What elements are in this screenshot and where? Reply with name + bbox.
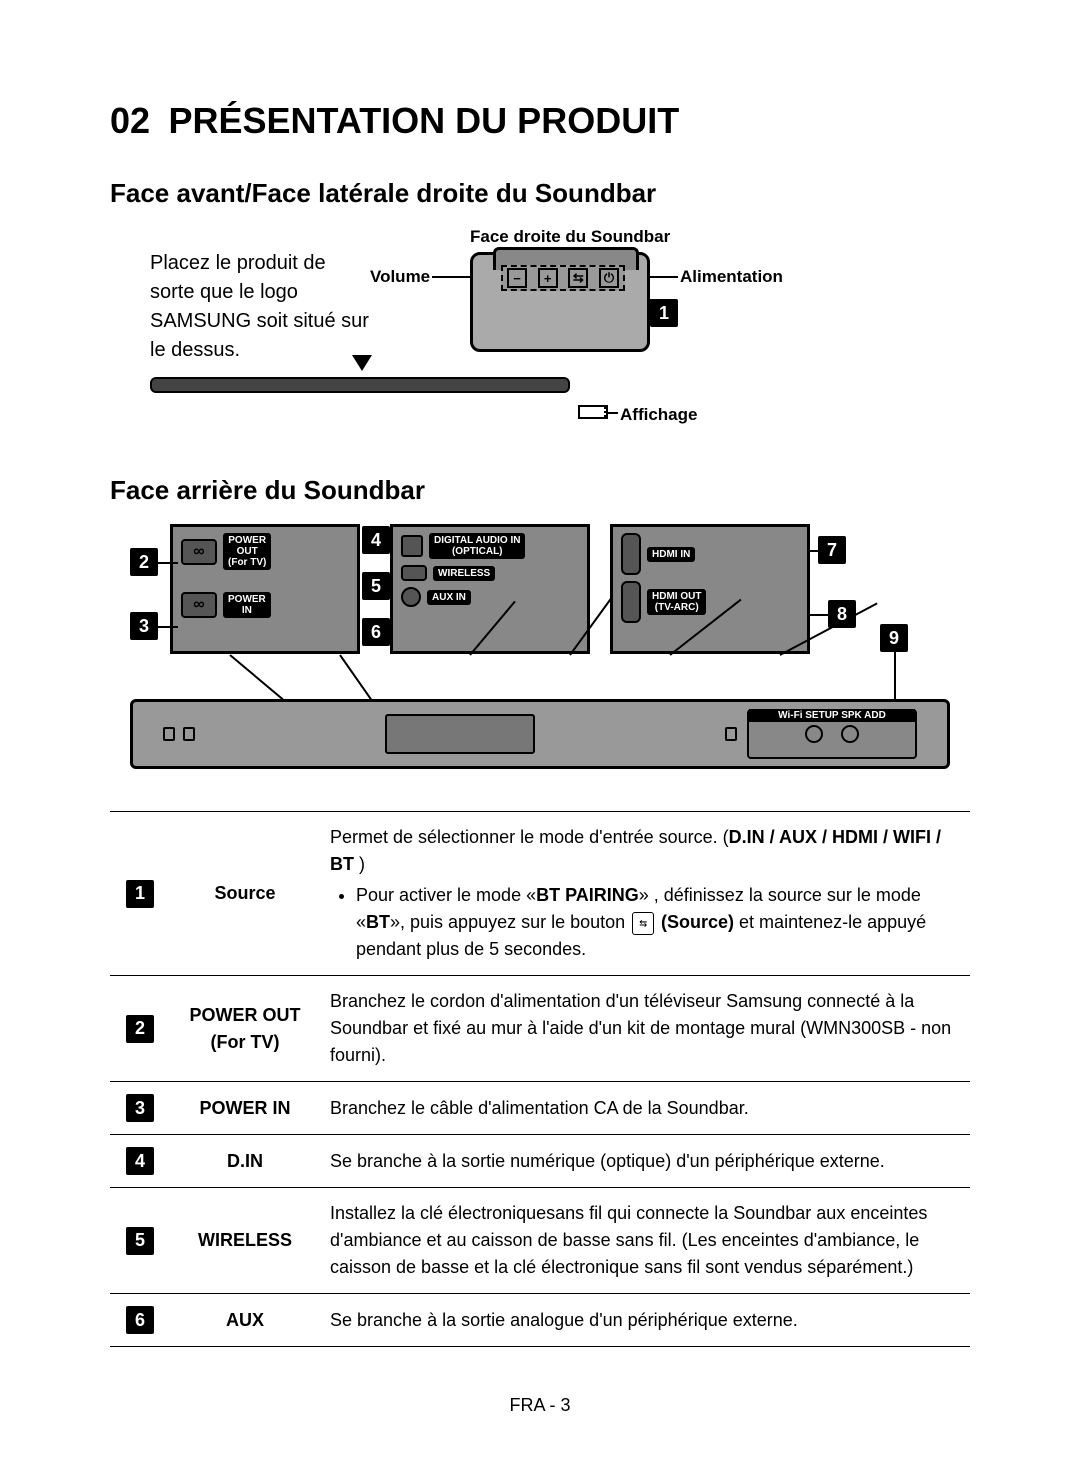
hdmi-in-port-icon — [621, 533, 641, 575]
num-badge-1: 1 — [650, 299, 678, 327]
table-row: 1 Source Permet de sélectionner le mode … — [110, 812, 970, 976]
row-label-wireless: WIRELESS — [170, 1188, 320, 1294]
leader-line — [608, 412, 618, 414]
row-desc-wireless: Installez la clé électroniquesans fil qu… — [320, 1188, 970, 1294]
row-label-powerin: POWER IN — [170, 1082, 320, 1135]
row-num-3: 3 — [126, 1094, 154, 1122]
front-top-label: Face droite du Soundbar — [470, 227, 670, 247]
display-indicator-icon — [578, 405, 608, 419]
power-icon: ⏻ — [599, 268, 619, 288]
leader-line — [158, 626, 178, 628]
zoom-line — [339, 654, 375, 704]
callout-4: 4 — [362, 526, 390, 554]
vol-up-icon: + — [538, 268, 558, 288]
soundbar-side-box: − + ⇆ ⏻ — [470, 252, 650, 352]
leader-line — [650, 276, 678, 278]
aux-label: AUX IN — [427, 590, 471, 605]
row-desc-din: Se branche à la sortie numérique (optiqu… — [320, 1135, 970, 1188]
volume-label: Volume — [370, 267, 430, 287]
section-number: 02 — [110, 100, 150, 142]
rear-soundbar-bar: Wi-Fi SETUP SPK ADD — [130, 699, 950, 769]
hdmi-out-label: HDMI OUT (TV-ARC) — [647, 589, 706, 615]
row-num-4: 4 — [126, 1147, 154, 1175]
rear-panel-power: ∞ POWER OUT (For TV) ∞ POWER IN — [170, 524, 360, 654]
front-diagram: Placez le produit de sorte que le logo S… — [110, 227, 970, 447]
leader-line — [158, 562, 178, 564]
aux-port-icon — [401, 587, 421, 607]
power-label: Alimentation — [680, 267, 783, 287]
callout-6: 6 — [362, 618, 390, 646]
placement-note: Placez le produit de sorte que le logo S… — [150, 249, 370, 365]
row-num-1: 1 — [126, 880, 154, 908]
section-header: 02 PRÉSENTATION DU PRODUIT — [110, 100, 970, 142]
mount-hole-icon — [163, 727, 175, 741]
vol-down-icon: − — [507, 268, 527, 288]
optical-port-icon — [401, 535, 423, 557]
callout-9: 9 — [880, 624, 908, 652]
row-label-din: D.IN — [170, 1135, 320, 1188]
source-button-icon: ⇆ — [632, 912, 654, 936]
row-desc-powerout: Branchez le cordon d'alimentation d'un t… — [320, 976, 970, 1082]
table-row: 2 POWER OUT (For TV) Branchez le cordon … — [110, 976, 970, 1082]
power-in-label: POWER IN — [223, 592, 271, 618]
leader-line — [808, 614, 830, 616]
callout-1: 1 — [650, 299, 678, 327]
row-label-source: Source — [170, 812, 320, 976]
display-label: Affichage — [620, 405, 697, 425]
row-desc-powerin: Branchez le câble d'alimentation CA de l… — [320, 1082, 970, 1135]
leader-line — [808, 550, 820, 552]
callout-8: 8 — [828, 600, 856, 628]
section-title: PRÉSENTATION DU PRODUIT — [169, 100, 680, 142]
mount-hole-icon — [183, 727, 195, 741]
mount-hole-icon — [725, 727, 737, 741]
wireless-label: WIRELESS — [433, 566, 495, 581]
callout-5: 5 — [362, 572, 390, 600]
rear-diagram: ∞ POWER OUT (For TV) ∞ POWER IN 2 3 DIGI… — [110, 524, 970, 789]
spk-add-button-icon — [841, 725, 859, 743]
row-num-6: 6 — [126, 1306, 154, 1334]
wifi-setup-button-icon — [805, 725, 823, 743]
subheading-front: Face avant/Face latérale droite du Sound… — [110, 178, 970, 209]
row-desc-source: Permet de sélectionner le mode d'entrée … — [320, 812, 970, 976]
side-buttons: − + ⇆ ⏻ — [501, 265, 625, 291]
rear-panel-hdmi: HDMI IN HDMI OUT (TV-ARC) — [610, 524, 810, 654]
ports-table: 1 Source Permet de sélectionner le mode … — [110, 811, 970, 1347]
table-row: 6 AUX Se branche à la sortie analogue d'… — [110, 1294, 970, 1347]
row-desc-aux: Se branche à la sortie analogue d'un pér… — [320, 1294, 970, 1347]
page-footer: FRA - 3 — [110, 1395, 970, 1416]
rear-panel-inputs: DIGITAL AUDIO IN (OPTICAL) WIRELESS AUX … — [390, 524, 590, 654]
row-num-5: 5 — [126, 1227, 154, 1255]
wifi-setup-label: Wi-Fi SETUP SPK ADD — [749, 709, 915, 722]
power-out-port-icon: ∞ — [181, 539, 217, 565]
callout-3: 3 — [130, 612, 158, 640]
hdmi-in-label: HDMI IN — [647, 547, 695, 562]
wireless-port-icon — [401, 565, 427, 581]
source-icon: ⇆ — [568, 268, 588, 288]
table-row: 5 WIRELESS Installez la clé électronique… — [110, 1188, 970, 1294]
center-port-cluster — [385, 714, 535, 754]
power-out-label: POWER OUT (For TV) — [223, 533, 271, 570]
wifi-setup-block: Wi-Fi SETUP SPK ADD — [747, 709, 917, 759]
power-in-port-icon: ∞ — [181, 592, 217, 618]
leader-line — [432, 276, 472, 278]
row-label-powerout: POWER OUT (For TV) — [170, 976, 320, 1082]
leader-line — [894, 652, 896, 700]
soundbar-top-bar — [150, 377, 570, 393]
row-label-aux: AUX — [170, 1294, 320, 1347]
bt-pairing-note: Pour activer le mode «BT PAIRING» , défi… — [356, 882, 960, 963]
callout-2: 2 — [130, 548, 158, 576]
optical-label: DIGITAL AUDIO IN (OPTICAL) — [429, 533, 525, 559]
row-num-2: 2 — [126, 1015, 154, 1043]
table-row: 4 D.IN Se branche à la sortie numérique … — [110, 1135, 970, 1188]
table-row: 3 POWER IN Branchez le câble d'alimentat… — [110, 1082, 970, 1135]
callout-7: 7 — [818, 536, 846, 564]
subheading-rear: Face arrière du Soundbar — [110, 475, 970, 506]
hdmi-out-port-icon — [621, 581, 641, 623]
